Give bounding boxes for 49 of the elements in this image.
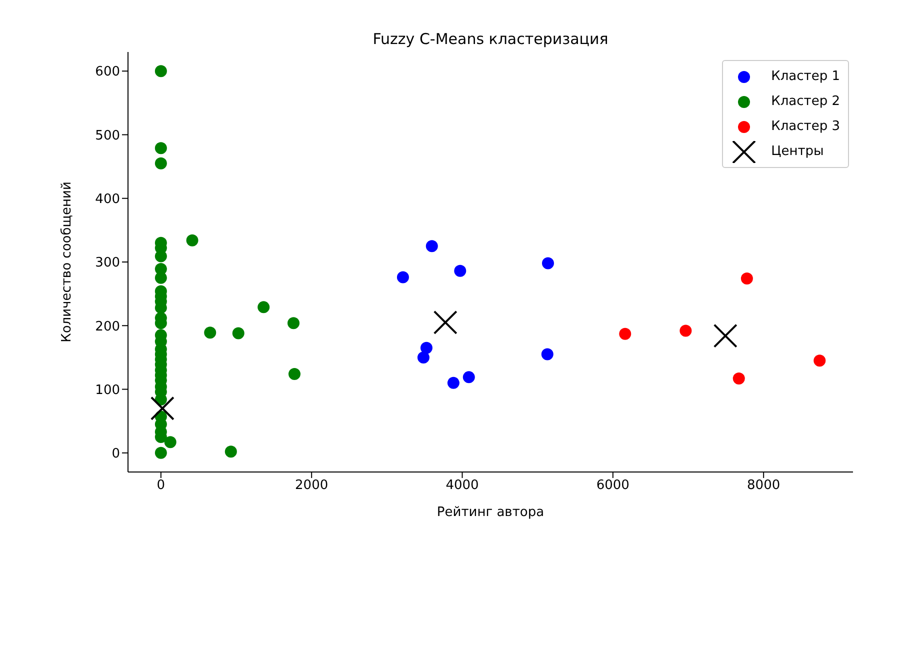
y-tick-label: 0 xyxy=(112,446,120,462)
point xyxy=(433,310,458,334)
point xyxy=(232,327,244,340)
x-tick-label: 6000 xyxy=(596,478,630,494)
x-tick-label: 2000 xyxy=(295,478,328,494)
point xyxy=(150,396,174,420)
point xyxy=(154,157,167,170)
point xyxy=(447,376,460,389)
point xyxy=(154,272,167,284)
legend-label: Кластер 2 xyxy=(771,94,840,109)
y-tick-label: 600 xyxy=(95,64,120,80)
x-tick-label: 0 xyxy=(156,478,166,494)
y-tick-label: 400 xyxy=(95,192,120,207)
point xyxy=(288,317,300,330)
point xyxy=(258,301,270,314)
point xyxy=(680,324,692,337)
y-tick-label: 500 xyxy=(95,128,120,144)
point xyxy=(619,328,632,340)
point xyxy=(713,324,738,348)
point xyxy=(814,354,826,367)
point xyxy=(542,257,554,270)
point xyxy=(154,446,167,459)
point xyxy=(420,342,432,354)
legend-label: Центры xyxy=(771,144,824,159)
legend-label: Кластер 1 xyxy=(771,69,840,84)
point xyxy=(732,372,745,384)
point xyxy=(454,264,466,277)
point xyxy=(288,368,300,380)
point xyxy=(154,65,167,78)
x-tick-label: 4000 xyxy=(446,478,479,494)
point xyxy=(224,446,237,458)
point xyxy=(462,371,475,384)
y-tick-label: 100 xyxy=(95,382,120,398)
point xyxy=(396,271,409,284)
point xyxy=(426,240,438,252)
point xyxy=(740,272,753,285)
point xyxy=(417,351,430,364)
point xyxy=(164,436,176,448)
point xyxy=(541,348,554,360)
y-tick-label: 300 xyxy=(95,256,120,271)
legend-label: Кластер 3 xyxy=(771,119,840,134)
point xyxy=(186,234,198,246)
x-tick-label: 8000 xyxy=(747,478,780,494)
point xyxy=(204,326,216,339)
y-axis-title: Количество сообщений xyxy=(60,182,75,342)
y-tick-label: 200 xyxy=(95,319,120,334)
point xyxy=(154,142,167,154)
x-axis-title: Рейтинг автора xyxy=(436,505,544,520)
chart-title: Fuzzy C-Means кластеризация xyxy=(372,30,610,48)
